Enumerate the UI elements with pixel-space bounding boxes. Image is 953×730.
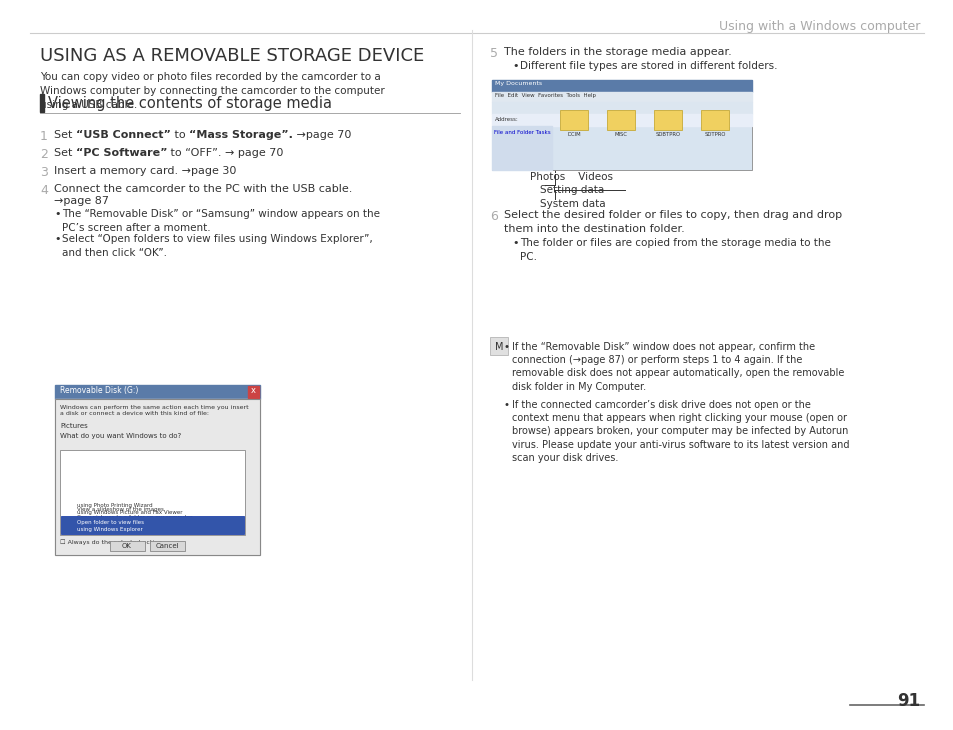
Text: •: • — [512, 238, 518, 248]
Text: “PC Software”: “PC Software” — [76, 148, 167, 158]
Text: My Documents: My Documents — [495, 81, 541, 86]
Text: OK: OK — [122, 543, 132, 549]
Text: Setting data: Setting data — [539, 185, 603, 195]
Bar — [492, 92, 751, 102]
Text: If the connected camcorder’s disk drive does not open or the
context menu that a: If the connected camcorder’s disk drive … — [512, 400, 848, 463]
Text: Using with a Windows computer: Using with a Windows computer — [718, 20, 919, 33]
Bar — [490, 337, 507, 355]
Text: •: • — [503, 400, 510, 410]
Text: The folders in the storage media appear.: The folders in the storage media appear. — [503, 47, 731, 57]
Text: •: • — [512, 61, 518, 71]
Text: to “OFF”. → page 70: to “OFF”. → page 70 — [167, 148, 283, 158]
Text: using Photo Printing Wizard: using Photo Printing Wizard — [77, 503, 152, 508]
Text: Address:: Address: — [495, 117, 518, 122]
Text: •: • — [503, 342, 510, 352]
Text: ☐ Always do the selected action.: ☐ Always do the selected action. — [60, 539, 164, 545]
Bar — [55, 399, 260, 555]
Text: SDTPRO: SDTPRO — [703, 132, 725, 137]
Text: Different file types are stored in different folders.: Different file types are stored in diffe… — [519, 61, 777, 71]
Text: Set: Set — [54, 130, 76, 140]
Text: x: x — [251, 386, 255, 395]
Text: Insert a memory card. →page 30: Insert a memory card. →page 30 — [54, 166, 236, 176]
Text: →page 87: →page 87 — [54, 196, 109, 206]
Text: Removable Disk (G:): Removable Disk (G:) — [60, 386, 138, 395]
Text: Copy pictures to a folder on my computer: Copy pictures to a folder on my computer — [77, 515, 193, 520]
Text: Select “Open folders to view files using Windows Explorer”,
and then click “OK”.: Select “Open folders to view files using… — [62, 234, 373, 258]
Text: •: • — [54, 234, 60, 244]
Text: USING AS A REMOVABLE STORAGE DEVICE: USING AS A REMOVABLE STORAGE DEVICE — [40, 47, 424, 65]
Text: Pictures: Pictures — [60, 423, 88, 429]
Bar — [110, 541, 145, 551]
Text: using Windows Explorer: using Windows Explorer — [77, 527, 143, 532]
Text: Cancel: Cancel — [155, 543, 178, 549]
Text: DCIM: DCIM — [567, 132, 580, 137]
Text: Windows can perform the same action each time you insert
a disk or connect a dev: Windows can perform the same action each… — [60, 405, 249, 416]
Text: 3: 3 — [40, 166, 48, 179]
Text: 5: 5 — [490, 47, 497, 60]
Text: 4: 4 — [40, 184, 48, 197]
Text: Select the desired folder or files to copy, then drag and drop
them into the des: Select the desired folder or files to co… — [503, 210, 841, 234]
Text: If the “Removable Disk” window does not appear, confirm the
connection (→page 87: If the “Removable Disk” window does not … — [512, 342, 843, 391]
Text: What do you want Windows to do?: What do you want Windows to do? — [60, 433, 181, 439]
Text: to: to — [171, 130, 189, 140]
Bar — [606, 110, 635, 130]
Text: Connect the camcorder to the PC with the USB cable.: Connect the camcorder to the PC with the… — [54, 184, 352, 194]
Text: using Windows Picture and Fax Viewer: using Windows Picture and Fax Viewer — [77, 510, 182, 515]
Text: using Microsoft Scanner and Camera Wizard: using Microsoft Scanner and Camera Wizar… — [77, 517, 199, 522]
Text: Browse picture files: Browse picture files — [77, 522, 131, 527]
Text: SDBTPRO: SDBTPRO — [655, 132, 679, 137]
Bar — [492, 102, 751, 114]
Text: System data: System data — [539, 199, 605, 209]
Bar — [492, 80, 751, 170]
Bar — [40, 94, 44, 112]
Text: Photos    Videos: Photos Videos — [530, 172, 613, 182]
Bar — [61, 516, 244, 534]
Bar — [55, 399, 260, 555]
Bar — [55, 385, 260, 399]
Bar — [700, 110, 728, 130]
Text: 6: 6 — [490, 210, 497, 223]
Bar — [150, 541, 185, 551]
Text: 2: 2 — [40, 148, 48, 161]
Text: “USB Connect”: “USB Connect” — [76, 130, 171, 140]
Text: MISC: MISC — [614, 132, 627, 137]
Text: You can copy video or photo files recorded by the camcorder to a
Windows compute: You can copy video or photo files record… — [40, 72, 384, 110]
Bar — [492, 80, 751, 92]
Text: Open folder to view files: Open folder to view files — [77, 520, 144, 525]
Bar — [492, 126, 552, 170]
Text: Viewing the contents of storage media: Viewing the contents of storage media — [48, 96, 332, 111]
Text: View a slideshow of the images: View a slideshow of the images — [77, 507, 164, 512]
Text: The “Removable Disk” or “Samsung” window appears on the
PC’s screen after a mome: The “Removable Disk” or “Samsung” window… — [62, 209, 379, 233]
Text: 91: 91 — [896, 692, 919, 710]
Text: File  Edit  View  Favorites  Tools  Help: File Edit View Favorites Tools Help — [495, 93, 596, 98]
Text: Set: Set — [54, 148, 76, 158]
Text: using MediaShow: using MediaShow — [77, 525, 125, 530]
Text: The folder or files are copied from the storage media to the
PC.: The folder or files are copied from the … — [519, 238, 830, 262]
Text: M: M — [495, 342, 503, 352]
Text: •: • — [54, 209, 60, 219]
Bar — [559, 110, 587, 130]
Bar — [248, 386, 258, 398]
Bar — [492, 114, 751, 126]
Bar — [654, 110, 681, 130]
Text: →page 70: →page 70 — [293, 130, 351, 140]
Bar — [60, 450, 245, 535]
Text: File and Folder Tasks: File and Folder Tasks — [494, 130, 550, 135]
Text: “Mass Storage”.: “Mass Storage”. — [189, 130, 293, 140]
Text: 1: 1 — [40, 130, 48, 143]
